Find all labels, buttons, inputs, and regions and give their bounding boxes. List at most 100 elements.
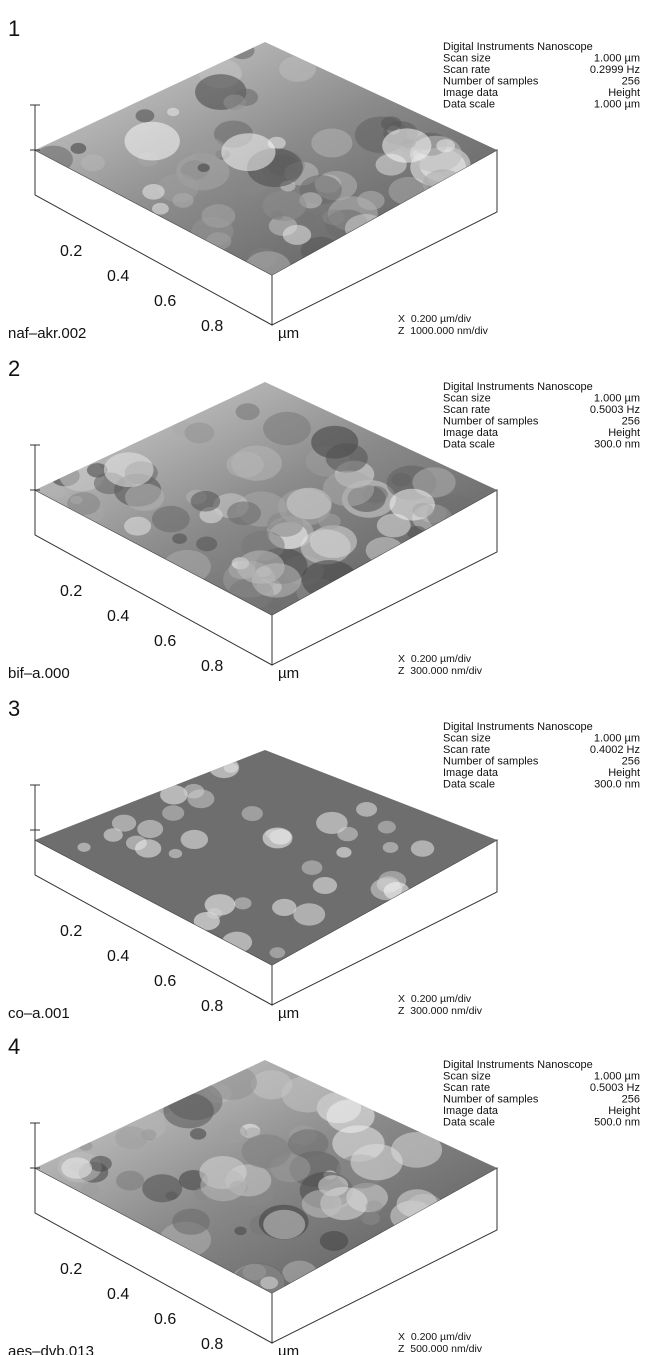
surface-blob [115,1126,148,1149]
surface-blob [136,109,155,122]
surface-blob [351,1144,403,1180]
info-value: 500.0 nm [594,1117,640,1129]
info-label: Number of samples [443,756,539,768]
info-label: Scan rate [443,744,490,756]
surface-blob [79,1141,93,1151]
axis-tick-label: 0.4 [107,268,129,285]
info-value: 0.4002 Hz [590,744,640,756]
surface-blob [411,840,434,856]
surface-blob [137,820,163,838]
file-name: co–a.001 [8,1005,70,1022]
info-value: Height [608,1105,640,1117]
figure: 1Digital Instruments NanoscopeScan size1… [0,0,648,1355]
axis-tick-label: 0.4 [107,608,129,625]
info-value: 1.000 µm [594,99,640,111]
scale-label: Z 500.000 nm/div [398,1343,483,1355]
info-label: Scan size [443,733,491,745]
surface-blob [382,128,431,162]
surface-blob [207,908,222,919]
info-value: 256 [622,1094,640,1106]
surface-blob [50,486,66,497]
surface-blob [192,138,226,162]
surface-blob [201,204,235,228]
axis-tick-label: 0.8 [201,998,223,1015]
info-label: Scan size [443,393,491,405]
surface-blob [116,1171,144,1191]
surface-blob [198,163,210,172]
surface-blob [251,1070,293,1099]
info-value: Height [608,767,640,779]
surface-blob [361,1212,380,1225]
surface-blob [302,860,323,875]
surface-blob [323,471,374,507]
surface-blob [327,1099,375,1133]
surface-blob [242,1134,291,1168]
surface-blob [167,108,179,116]
scale-label: Z 1000.000 nm/div [398,325,489,337]
surface-blob [270,947,286,958]
axis-tick-label: 0.4 [107,948,129,965]
surface-blob [263,827,293,848]
scale-label: X 0.200 µm/div [398,653,472,665]
surface-blob [234,897,251,909]
surface-blob [169,849,182,858]
info-label: Scan size [443,53,491,65]
surface-blob [234,1227,246,1236]
surface-blob [172,1209,210,1235]
surface-blob [231,446,281,481]
surface-blob [160,785,188,804]
surface-blob [263,1210,305,1239]
surface-blob [190,1128,206,1140]
axis-tick-label: 0.2 [60,583,82,600]
info-label: Data scale [443,99,495,111]
surface-blob [104,452,154,487]
scale-label: X 0.200 µm/div [398,1331,472,1343]
surface-blob [323,209,345,225]
scale-label: Z 300.000 nm/div [398,665,483,677]
panel-number: 4 [8,1034,20,1059]
surface-blob [383,842,399,853]
info-value: 1.000 µm [594,733,640,745]
info-value: 0.5003 Hz [590,1082,640,1094]
info-label: Scan rate [443,404,490,416]
surface-blob [152,506,190,533]
axis-tick-label: 0.2 [60,923,82,940]
info-value: 300.0 nm [594,779,640,791]
info-value: 1.000 µm [594,1071,640,1083]
surface-blob [124,517,151,536]
axis-tick-label: 0.8 [201,318,223,335]
surface-blob [183,784,204,799]
info-label: Data scale [443,439,495,451]
file-name: naf–akr.002 [8,325,86,342]
surface-blob [223,94,246,110]
info-label: Data scale [443,779,495,791]
surface-blob [142,1174,182,1202]
info-value: Height [608,427,640,439]
info-label: Image data [443,1105,499,1117]
axis-tick-label: 0.6 [154,1311,176,1328]
surface-blob [242,1264,266,1281]
info-value: 256 [622,416,640,428]
axis-tick-label: 0.8 [201,658,223,675]
surface-blob [209,757,239,778]
info-label: Number of samples [443,76,539,88]
scale-label: X 0.200 µm/div [398,313,472,325]
surface-blob [242,806,263,821]
surface-blob [381,116,401,130]
surface-blob [366,1201,383,1213]
surface-blob [172,533,187,543]
surface-blob [200,1169,246,1201]
surface-blob [207,1065,257,1100]
surface-blob [221,133,275,171]
surface-blob [227,501,261,525]
surface-blob [196,537,217,552]
info-value: 300.0 nm [594,439,640,451]
info-title: Digital Instruments Nanoscope [443,381,593,393]
surface-blob [337,827,358,841]
surface-blob [81,154,105,171]
surface-blob [162,805,184,821]
surface-blob [378,821,396,834]
info-label: Image data [443,427,499,439]
info-value: 256 [622,756,640,768]
